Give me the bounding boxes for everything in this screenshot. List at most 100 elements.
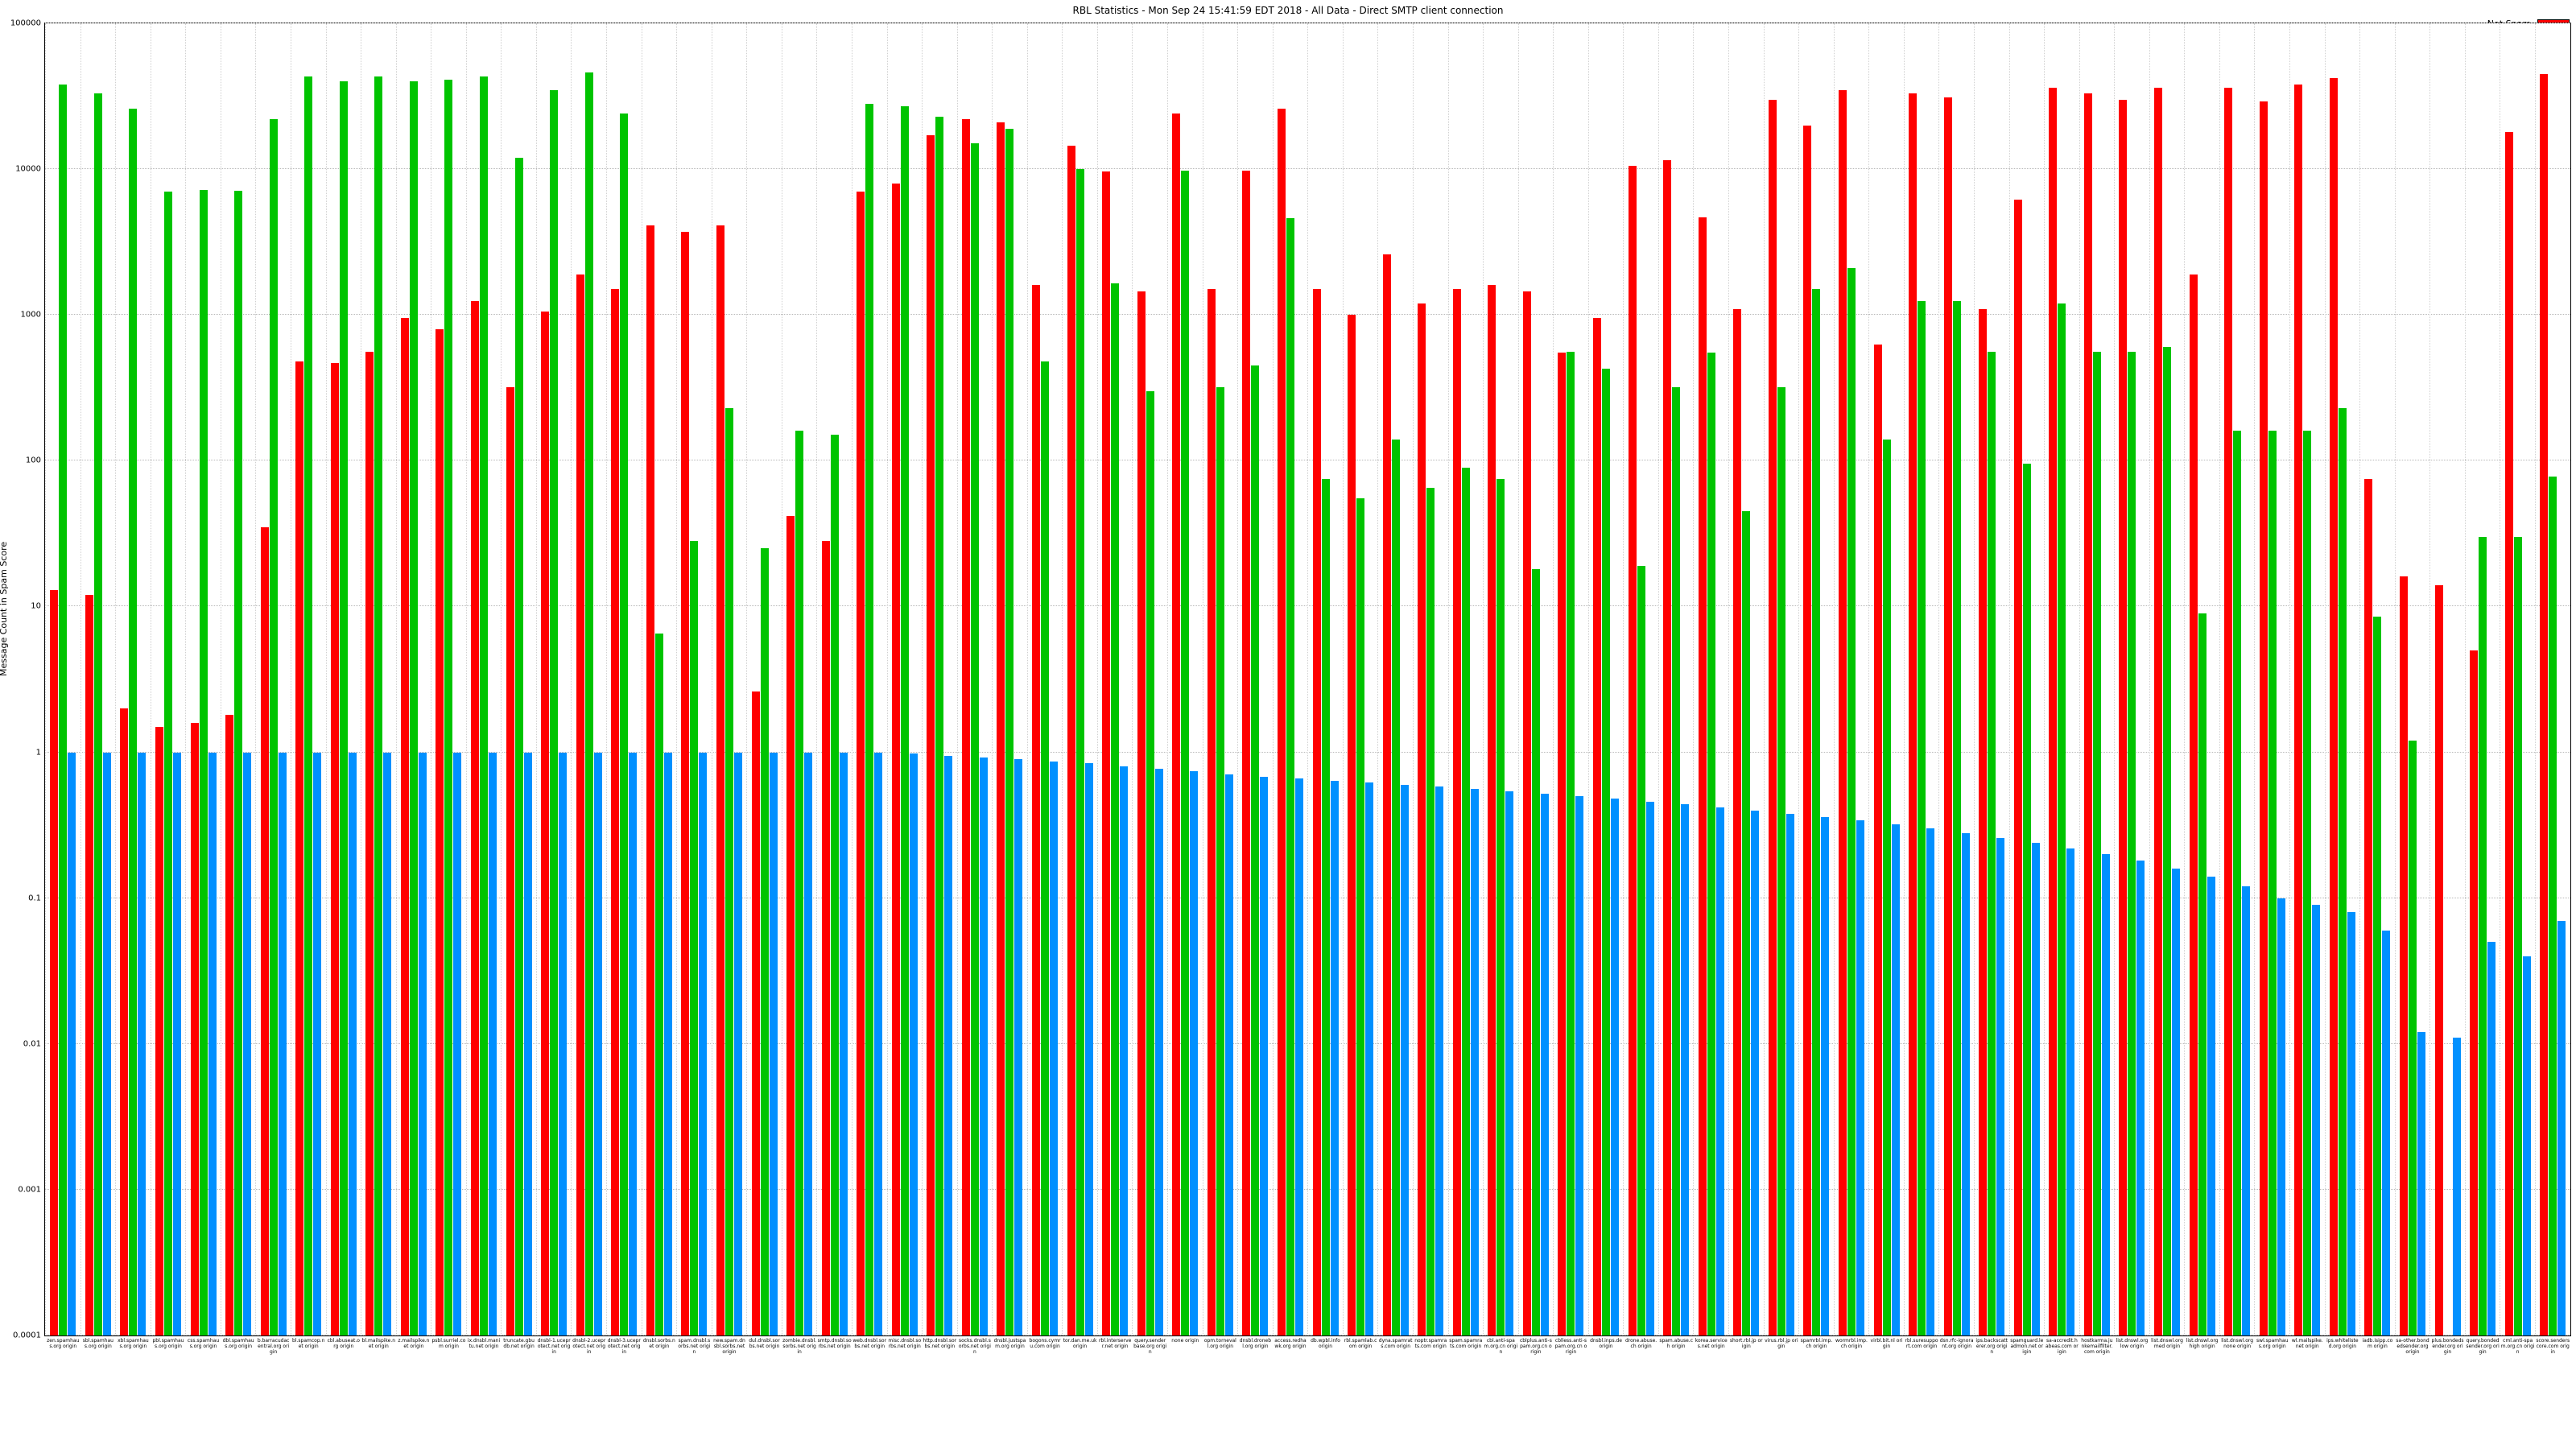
bar-not-spam xyxy=(2189,274,2198,1335)
bar-not-spam xyxy=(2434,584,2443,1335)
x-tick-label: ips.backscatterer.org origin xyxy=(1975,1338,2008,1355)
bar-spam xyxy=(234,191,243,1335)
bar-not-spam xyxy=(2119,99,2128,1335)
x-tick-label: virbl.bit.nl origin xyxy=(1870,1338,1903,1349)
x-tick-label: tor.dan.me.uk origin xyxy=(1063,1338,1097,1349)
bar-spam xyxy=(1742,511,1751,1335)
bar-spam xyxy=(900,106,909,1335)
bar-score xyxy=(243,752,252,1335)
x-tick-label: sa-accredit.habeas.com origin xyxy=(2045,1338,2079,1355)
x-tick-label: list.dnswl.org med origin xyxy=(2151,1338,2183,1349)
bar-not-spam xyxy=(1768,99,1777,1335)
bar-group: sa-accredit.habeas.com origin xyxy=(2044,23,2079,1355)
x-tick-label: dbl.spamhaus.org origin xyxy=(222,1338,254,1349)
bar-spam xyxy=(2092,351,2101,1335)
bar-spam xyxy=(1146,390,1154,1335)
x-tick-label: query.bondedsender.org origin xyxy=(2466,1338,2500,1355)
bar-spam xyxy=(760,548,769,1335)
bar-group: swl.spamhaus.org origin xyxy=(2254,23,2289,1349)
bar-spam xyxy=(2303,431,2312,1335)
x-tick-label: db.wpbl.info origin xyxy=(1311,1338,1340,1349)
bar-score xyxy=(383,752,392,1335)
bar-spam xyxy=(2268,431,2277,1335)
bar-spam xyxy=(409,81,418,1335)
bar-spam xyxy=(1847,267,1856,1335)
bar-not-spam xyxy=(2154,88,2163,1335)
bar-spam xyxy=(1426,488,1435,1335)
y-tick-label: 1000 xyxy=(20,310,41,320)
bar-spam xyxy=(1602,368,1611,1335)
bar-score xyxy=(944,755,953,1335)
bar-group: query.senderbase.org origin xyxy=(1132,23,1167,1355)
x-tick-label: none origin xyxy=(1171,1338,1199,1344)
x-tick-label: access.redhawk.org origin xyxy=(1274,1338,1307,1349)
bar-group: db.wpbl.info origin xyxy=(1307,23,1343,1349)
bar-group: dyna.spamrats.com origin xyxy=(1377,23,1413,1349)
bar-group: virus.rbl.jp origin xyxy=(1763,23,1799,1349)
bar-group: plus.bondedsender.org origin xyxy=(2429,23,2465,1355)
bar-spam xyxy=(690,541,699,1335)
y-tick-label: 1 xyxy=(35,748,41,758)
bar-not-spam xyxy=(751,691,760,1335)
bar-spam xyxy=(1567,351,1575,1335)
bar-not-spam xyxy=(1348,315,1356,1335)
bar-score xyxy=(1050,761,1059,1335)
bar-group: new.spam.dnsbl.sorbs.net origin xyxy=(711,23,747,1355)
x-tick-label: xbl.spamhaus.org origin xyxy=(118,1338,149,1349)
bar-spam xyxy=(584,72,593,1335)
bar-not-spam xyxy=(1628,166,1637,1335)
x-tick-label: new.spam.dnsbl.sorbs.net origin xyxy=(713,1338,745,1355)
bar-spam xyxy=(1251,365,1260,1335)
bar-spam xyxy=(1531,569,1540,1335)
bar-not-spam xyxy=(961,119,970,1335)
bar-spam xyxy=(550,89,559,1335)
bar-score xyxy=(1505,791,1514,1335)
bar-not-spam xyxy=(1909,93,1918,1335)
bar-score xyxy=(208,752,217,1335)
bar-spam xyxy=(1111,283,1120,1335)
bar-not-spam xyxy=(576,274,584,1335)
bar-not-spam xyxy=(997,122,1005,1335)
y-tick-label: 100000 xyxy=(10,19,41,28)
bar-spam xyxy=(2198,613,2207,1335)
bar-score xyxy=(278,752,287,1335)
bar-score xyxy=(2382,930,2391,1335)
bar-score xyxy=(1681,804,1690,1335)
bar-spam xyxy=(935,116,944,1335)
x-tick-label: rbl.spamlab.com origin xyxy=(1344,1338,1377,1349)
bar-spam xyxy=(2058,303,2066,1335)
bar-score xyxy=(1540,794,1549,1335)
bar-group: sbl.spamhaus.org origin xyxy=(80,23,116,1349)
bar-group: cbl.abuseat.org origin xyxy=(325,23,361,1349)
x-tick-label: swl.spamhaus.org origin xyxy=(2256,1338,2289,1349)
bar-group: sa-other.bondedsender.org origin xyxy=(2394,23,2430,1355)
bar-score xyxy=(2417,1032,2425,1335)
bar-not-spam xyxy=(891,183,900,1335)
x-tick-label: misc.dnsbl.sorbs.net origin xyxy=(888,1338,922,1349)
y-tick-label: 0.1 xyxy=(28,894,41,903)
bar-spam xyxy=(1461,467,1470,1335)
bar-spam xyxy=(1005,128,1014,1335)
x-tick-label: hostkarma.junkemailfilter.com origin xyxy=(2081,1338,2113,1355)
bar-score xyxy=(1014,758,1023,1335)
bar-score xyxy=(1470,789,1479,1335)
bar-not-spam xyxy=(1558,353,1567,1335)
x-tick-label: sbl.spamhaus.org origin xyxy=(82,1338,114,1349)
bar-spam xyxy=(1496,478,1505,1335)
bar-spam xyxy=(304,76,313,1335)
x-tick-label: list.dnswl.org none origin xyxy=(2221,1338,2254,1349)
x-tick-label: dnsbl.inps.de origin xyxy=(1590,1338,1622,1349)
bar-group: list.dnswl.org med origin xyxy=(2149,23,2185,1349)
plot-area: 100000 10000 1000 100 10 1 0.1 0.01 0.001 0.0001 … xyxy=(10,19,2571,1355)
bar-score xyxy=(489,752,497,1335)
bar-score xyxy=(102,752,111,1335)
bar-spam xyxy=(1672,386,1681,1335)
bar-spam xyxy=(129,108,138,1335)
bar-not-spam xyxy=(1312,289,1321,1335)
bar-not-spam xyxy=(1593,318,1602,1335)
bar-group: z.mailspike.net origin xyxy=(395,23,431,1349)
bar-group: iadb.isipp.com origin xyxy=(2359,23,2395,1349)
bar-not-spam xyxy=(50,589,59,1335)
bar-group: list.dnswl.org high origin xyxy=(2184,23,2219,1349)
x-tick-label: drone.abuse.ch origin xyxy=(1624,1338,1657,1349)
